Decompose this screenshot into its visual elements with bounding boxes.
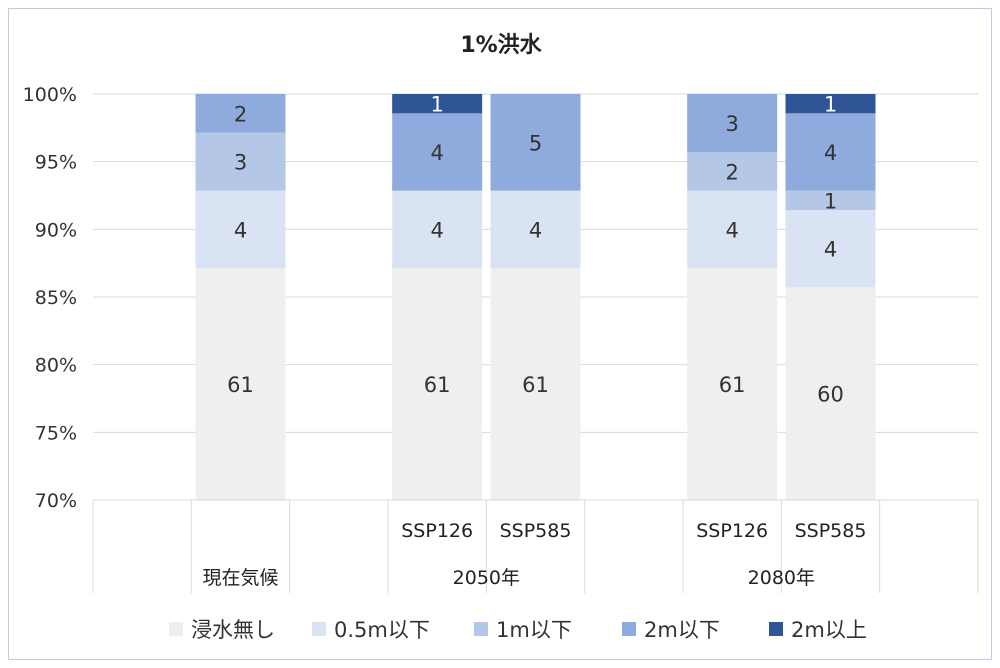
group-label: 2050年 bbox=[453, 567, 520, 589]
y-tick-label: 95% bbox=[35, 152, 77, 174]
data-label: 4 bbox=[430, 141, 443, 165]
group-label: 現在気候 bbox=[202, 567, 278, 589]
data-label: 4 bbox=[234, 218, 247, 242]
legend-swatch bbox=[622, 622, 636, 636]
data-label: 2 bbox=[725, 160, 738, 184]
bar-segment bbox=[392, 190, 483, 268]
data-label: 1 bbox=[430, 93, 443, 117]
bar-segment bbox=[195, 132, 286, 191]
category-label: SSP126 bbox=[696, 520, 768, 542]
legend-label: 浸水無し bbox=[191, 618, 275, 642]
bar-segment bbox=[392, 268, 483, 500]
bar-segment bbox=[687, 268, 778, 500]
data-label: 3 bbox=[725, 112, 738, 136]
bar-segment bbox=[490, 94, 581, 191]
data-label: 61 bbox=[719, 373, 746, 397]
data-label: 4 bbox=[430, 218, 443, 242]
data-label: 2 bbox=[234, 102, 247, 126]
y-tick-label: 80% bbox=[35, 355, 77, 377]
bar-segment bbox=[490, 190, 581, 268]
chart-svg: 1%洪水 61 4 3 2 61 4 4 1 61 4 5 61 4 2 3 60 4 1 4 1 70% 75% 80%… bbox=[23, 33, 979, 642]
data-label: 61 bbox=[522, 373, 549, 397]
data-label: 60 bbox=[817, 383, 844, 407]
category-label: SSP585 bbox=[795, 520, 867, 542]
bar-segment bbox=[785, 190, 876, 210]
data-label: 1 bbox=[824, 189, 837, 213]
bar-segment bbox=[195, 268, 286, 500]
legend-label: 1m以下 bbox=[496, 618, 572, 642]
data-label: 61 bbox=[424, 373, 451, 397]
legend-swatch bbox=[169, 622, 183, 636]
bar-segment bbox=[785, 210, 876, 288]
x-axis: SSP126 SSP585 SSP126 SSP585 現在気候 2050年 2080年 bbox=[92, 499, 979, 593]
y-tick-label: 85% bbox=[35, 287, 77, 309]
y-tick-label: 100% bbox=[23, 84, 77, 106]
bar-segment bbox=[195, 190, 286, 268]
category-label: SSP126 bbox=[401, 520, 473, 542]
data-label: 1 bbox=[824, 93, 837, 117]
bar-segment bbox=[687, 94, 778, 152]
y-axis-ticks: 70% 75% 80% 85% 90% 95% 100% bbox=[23, 84, 77, 512]
data-label: 4 bbox=[725, 218, 738, 242]
y-tick-label: 75% bbox=[35, 422, 77, 444]
legend-swatch bbox=[769, 622, 783, 636]
legend-label: 2m以下 bbox=[644, 618, 720, 642]
bar-segment bbox=[490, 268, 581, 500]
group-label: 2080年 bbox=[748, 567, 815, 589]
bar-segment bbox=[687, 190, 778, 268]
bar-segment bbox=[392, 94, 483, 114]
legend-label: 2m以上 bbox=[791, 618, 867, 642]
data-label: 4 bbox=[824, 238, 837, 262]
bar-segment bbox=[785, 287, 876, 500]
chart-frame: 1%洪水 61 4 3 2 61 4 4 1 61 4 5 61 4 2 3 60 4 1 4 1 70% 75% 80%… bbox=[8, 8, 992, 660]
bar-segment bbox=[392, 113, 483, 191]
chart-title: 1%洪水 bbox=[460, 33, 542, 58]
legend: 浸水無し 0.5m以下 1m以下 2m以下 2m以上 bbox=[169, 618, 867, 642]
data-label: 4 bbox=[529, 218, 542, 242]
bar-segment bbox=[785, 94, 876, 114]
legend-swatch bbox=[474, 622, 488, 636]
bar-segment bbox=[195, 94, 286, 133]
legend-swatch bbox=[312, 622, 326, 636]
y-tick-label: 90% bbox=[35, 219, 77, 241]
bar-segment bbox=[687, 152, 778, 191]
data-label: 61 bbox=[227, 373, 254, 397]
bars: 61 4 3 2 61 4 4 1 61 4 5 61 4 2 3 60 4 1 4 1 bbox=[195, 93, 876, 500]
data-label: 5 bbox=[529, 131, 542, 155]
legend-label: 0.5m以下 bbox=[334, 618, 430, 642]
category-label: SSP585 bbox=[500, 520, 572, 542]
y-tick-label: 70% bbox=[35, 490, 77, 512]
bar-segment bbox=[785, 113, 876, 191]
data-label: 4 bbox=[824, 141, 837, 165]
data-label: 3 bbox=[234, 151, 247, 175]
